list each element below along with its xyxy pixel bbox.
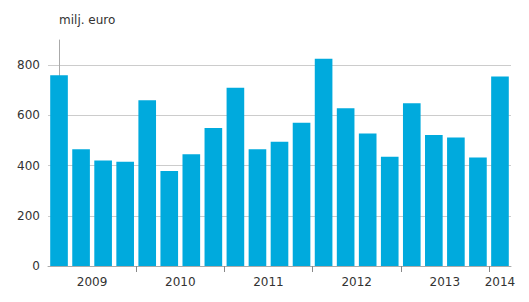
svg-text:200: 200	[17, 209, 40, 223]
svg-text:2009: 2009	[77, 275, 108, 289]
svg-text:0: 0	[32, 259, 40, 273]
svg-text:2011: 2011	[253, 275, 284, 289]
svg-text:400: 400	[17, 159, 40, 173]
svg-text:600: 600	[17, 108, 40, 122]
svg-text:2012: 2012	[341, 275, 372, 289]
svg-text:milj. euro: milj. euro	[59, 13, 115, 27]
svg-text:800: 800	[17, 58, 40, 72]
svg-text:2014: 2014	[485, 275, 516, 289]
svg-text:2013: 2013	[430, 275, 461, 289]
svg-text:2010: 2010	[165, 275, 196, 289]
